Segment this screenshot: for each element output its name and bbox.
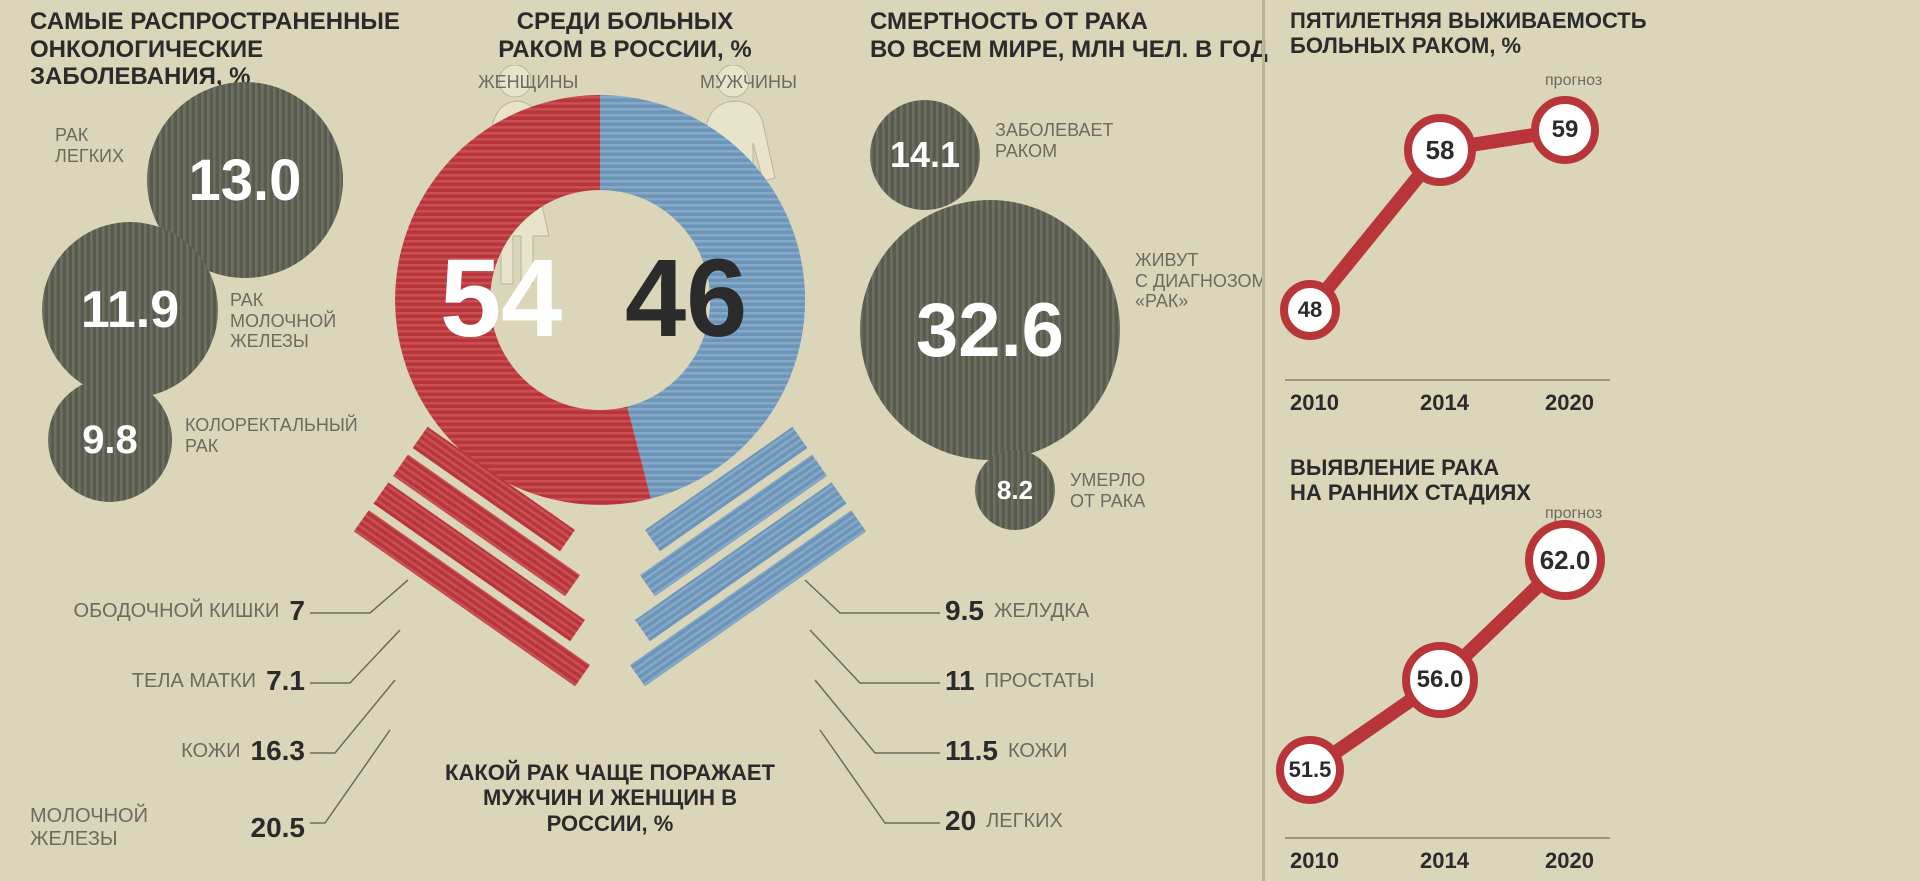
section-divider [1262, 0, 1265, 881]
chart2-x0: 2010 [1290, 848, 1339, 874]
section2-footer-title: КАКОЙ РАК ЧАЩЕ ПОРАЖАЕТМУЖЧИН И ЖЕНЩИН В… [430, 760, 790, 836]
section3-bubble-2-label: УМЕРЛООТ РАКА [1070, 470, 1145, 511]
chart1-node-2: 59 [1531, 96, 1599, 164]
chart1-node-0: 48 [1280, 280, 1340, 340]
section3-bubble-2-value: 8.2 [997, 475, 1033, 506]
section3-bubble-0-value: 14.1 [890, 134, 960, 176]
section3-bubble-1-label: ЖИВУТС ДИАГНОЗОМ«РАК» [1135, 250, 1267, 312]
chart1-forecast: прогноз [1545, 72, 1602, 90]
female-label: ЖЕНЩИНЫ [478, 72, 578, 93]
chart2-title: ВЫЯВЛЕНИЕ РАКАНА РАННИХ СТАДИЯХ [1290, 455, 1531, 506]
chart2-x1: 2014 [1420, 848, 1469, 874]
section3-bubble-1-value: 32.6 [916, 287, 1064, 374]
section1-bubble-2-value: 9.8 [82, 418, 138, 463]
chart1-x1: 2014 [1420, 390, 1469, 416]
chart2-node-0: 51.5 [1276, 736, 1344, 804]
section3-title: СМЕРТНОСТЬ ОТ РАКАВО ВСЕМ МИРЕ, МЛН ЧЕЛ.… [870, 8, 1268, 63]
female-pct: 54 [440, 235, 562, 362]
chart1-node-1: 58 [1404, 114, 1476, 186]
chart2-x2: 2020 [1545, 848, 1594, 874]
section2-title: СРЕДИ БОЛЬНЫХРАКОМ В РОССИИ, % [495, 8, 755, 63]
fbar-leaders [0, 0, 450, 881]
section1-bubble-1-value: 11.9 [81, 280, 179, 340]
chart2-node-1: 56.0 [1402, 642, 1478, 718]
section3-bubble-0-label: ЗАБОЛЕВАЕТРАКОМ [995, 120, 1114, 161]
chart2-node-2: 62.0 [1525, 520, 1605, 600]
chart1-title: ПЯТИЛЕТНЯЯ ВЫЖИВАЕМОСТЬБОЛЬНЫХ РАКОМ, % [1290, 8, 1647, 59]
mbar-2-label: КОЖИ [1008, 740, 1067, 763]
male-pct: 46 [625, 235, 747, 362]
chart1-x0: 2010 [1290, 390, 1339, 416]
chart1-x2: 2020 [1545, 390, 1594, 416]
section1-bubble-0-value: 13.0 [189, 147, 302, 214]
